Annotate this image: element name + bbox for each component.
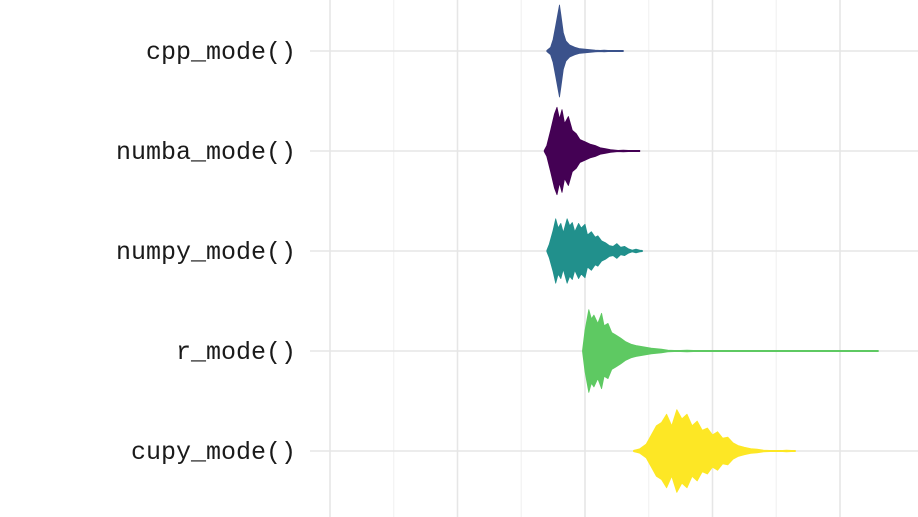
category-label: cupy_mode() (131, 438, 296, 467)
category-label: r_mode() (176, 338, 296, 367)
category-label: numpy_mode() (116, 238, 296, 267)
category-labels: cpp_mode() numba_mode() numpy_mode() r_mode… (116, 38, 296, 467)
violin-r-mode (582, 309, 879, 393)
violins (543, 4, 879, 493)
violin-numba-mode (543, 106, 641, 196)
violin-numpy-mode (546, 218, 643, 284)
category-label: cpp_mode() (146, 38, 296, 67)
category-label: numba_mode() (116, 138, 296, 167)
violin-cpp-mode (546, 4, 624, 98)
grid (310, 0, 918, 517)
violin-cupy-mode (633, 409, 796, 493)
